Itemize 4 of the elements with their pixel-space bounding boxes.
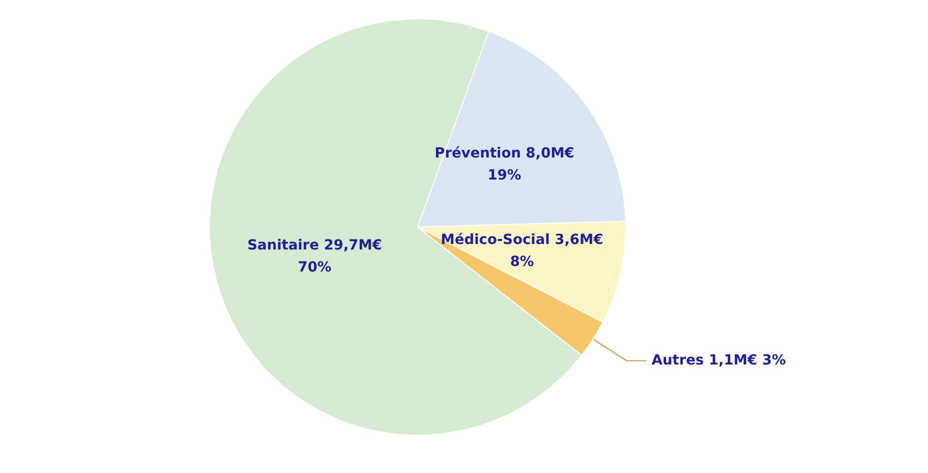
- slice-label: Médico-Social 3,6M€ 8%: [440, 232, 604, 270]
- slice-label: Prévention 8,0M€ 19%: [434, 145, 574, 184]
- slice-label: Sanitaire 29,7M€ 70%: [247, 238, 382, 276]
- slice-label: Autres 1,1M€ 3%: [652, 352, 786, 369]
